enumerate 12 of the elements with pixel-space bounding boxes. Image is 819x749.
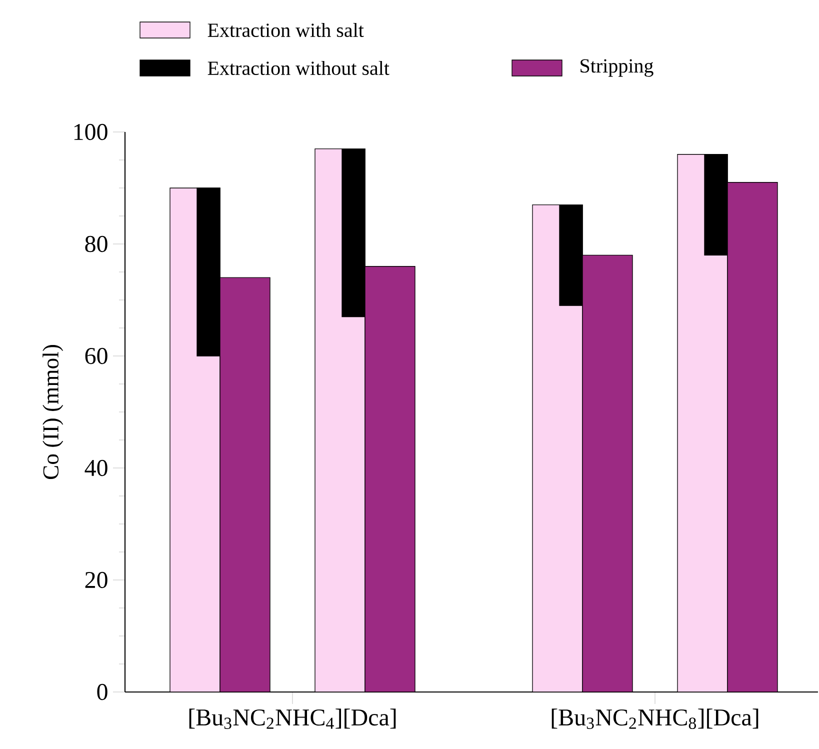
legend-label: Extraction without salt [208, 60, 390, 76]
y-tick-label: 100 [74, 124, 108, 140]
y-tick-label: 40 [84, 460, 108, 476]
y-tick-label: 80 [85, 236, 108, 252]
y-axis-title: Co (II) (mmol) [42, 345, 64, 480]
x-tick-label: [Bu$_{3}$NC$_{2}$NHC$_{4}$][Dca] [189, 708, 396, 729]
y-tick-label: 60 [85, 348, 108, 364]
legend-label: Stripping [580, 59, 654, 77]
y-tick-label: 20 [85, 572, 108, 588]
x-tick-label: [Bu$_{3}$NC$_{2}$NHC$_{8}$][Dca] [552, 708, 758, 729]
legend-label: Extraction with salt [208, 22, 364, 38]
y-tick-label: 0 [97, 684, 108, 700]
